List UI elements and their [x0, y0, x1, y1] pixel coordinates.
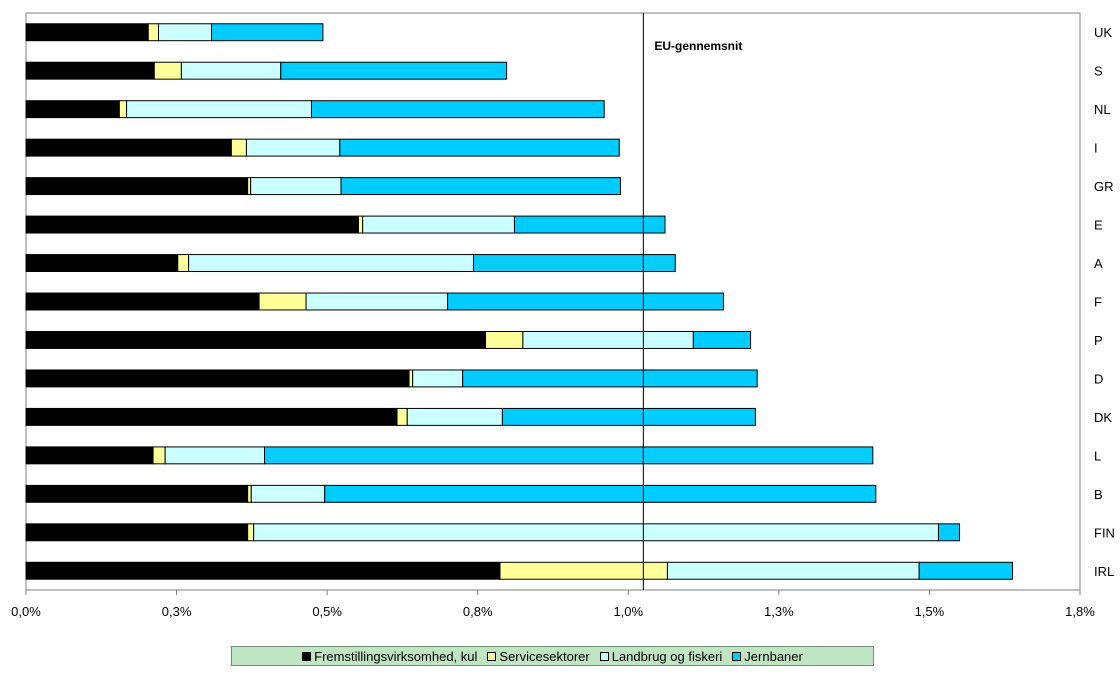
bar-i-series-3: [245, 138, 341, 157]
bar-f-series-4: [447, 292, 724, 311]
x-tick-label: 0,0%: [11, 604, 41, 619]
bar-fin-series-4: [937, 523, 961, 542]
x-tick-label: 0,3%: [162, 604, 192, 619]
category-label-b: B: [1094, 487, 1103, 502]
bar-a-series-1: [25, 254, 179, 272]
bar-irl-series-4: [918, 561, 1014, 580]
bar-p-series-3: [522, 331, 694, 349]
eu-average-label: EU-gennemsnit: [654, 39, 742, 53]
x-tick-label: 1,5%: [915, 604, 945, 619]
bar-irl-series-1: [25, 561, 501, 580]
legend-label-1: Fremstillingsvirksomhed, kul: [314, 648, 478, 664]
bar-dk-series-1: [25, 407, 398, 426]
bar-a-series-3: [188, 254, 474, 272]
bar-e-series-2: [357, 215, 364, 234]
category-label-nl: NL: [1094, 102, 1111, 117]
category-label-l: L: [1094, 448, 1101, 463]
bar-gr-series-4: [340, 177, 621, 196]
bar-l-series-1: [25, 446, 154, 465]
bar-p-series-1: [25, 331, 487, 349]
category-label-f: F: [1094, 295, 1102, 310]
bar-gr-series-3: [250, 177, 342, 196]
bar-uk-series-2: [147, 23, 160, 42]
category-label-dk: DK: [1094, 410, 1112, 425]
bar-l-series-2: [152, 446, 166, 465]
bar-uk-series-4: [211, 23, 324, 42]
bar-s-series-2: [153, 61, 182, 80]
bar-i-series-2: [230, 138, 247, 157]
x-tick-label: 1,8%: [1065, 604, 1095, 619]
bar-b-series-3: [250, 484, 326, 503]
category-label-uk: UK: [1094, 25, 1112, 40]
bar-b-series-2: [247, 484, 252, 503]
category-label-fin: FIN: [1094, 525, 1115, 540]
bar-uk-series-1: [25, 23, 149, 42]
category-label-i: I: [1094, 141, 1098, 156]
legend-label-3: Landbrug og fiskeri: [611, 648, 723, 664]
bar-l-series-3: [164, 446, 266, 465]
bar-d-series-1: [25, 369, 410, 388]
bar-nl-series-1: [25, 100, 120, 119]
bar-s-series-1: [25, 61, 155, 80]
legend-item-1: Fremstillingsvirksomhed, kul: [302, 649, 477, 664]
category-label-s: S: [1094, 64, 1103, 79]
bar-uk-series-3: [158, 23, 213, 42]
bar-fin-series-1: [25, 523, 249, 542]
legend-item-3: Landbrug og fiskeri: [599, 648, 723, 664]
bar-dk-series-3: [406, 407, 503, 426]
legend-swatch-3: [599, 651, 609, 661]
bar-d-series-4: [462, 369, 758, 388]
bar-nl-series-2: [118, 100, 128, 119]
bar-l-series-4: [264, 446, 874, 465]
bar-nl-series-3: [126, 100, 312, 119]
bar-i-series-1: [25, 138, 232, 157]
legend-label-2: Servicesektorer: [499, 648, 590, 664]
bar-nl-series-4: [310, 100, 605, 119]
bar-a-series-2: [177, 254, 190, 272]
category-label-gr: GR: [1094, 179, 1114, 194]
bar-b-series-4: [324, 484, 877, 503]
x-tick-label: 1,3%: [764, 604, 794, 619]
x-tick-label: 1,0%: [613, 604, 643, 619]
bar-fin-series-3: [253, 523, 939, 542]
category-label-a: A: [1094, 256, 1103, 271]
bar-e-series-4: [513, 215, 666, 234]
legend-swatch-2: [487, 651, 497, 661]
bar-p-series-2: [485, 331, 524, 349]
bar-s-series-3: [180, 61, 282, 80]
bar-s-series-4: [280, 61, 508, 80]
bar-b-series-1: [25, 484, 249, 503]
legend-swatch-1: [302, 651, 312, 661]
category-label-p: P: [1094, 333, 1103, 348]
category-label-irl: IRL: [1094, 564, 1114, 579]
bar-dk-series-4: [501, 407, 756, 426]
bar-irl-series-3: [666, 561, 920, 580]
bar-a-series-4: [472, 254, 676, 272]
bar-gr-series-1: [25, 177, 249, 196]
bar-dk-series-2: [396, 407, 408, 426]
bar-d-series-3: [412, 369, 464, 388]
bar-f-series-3: [305, 292, 449, 311]
bar-i-series-4: [339, 138, 620, 157]
legend-item-4: Jernbaner: [732, 649, 803, 664]
legend-item-2: Servicesektorer: [487, 648, 590, 664]
legend-label-4: Jernbaner: [744, 648, 803, 664]
bar-f-series-1: [25, 292, 260, 311]
category-label-d: D: [1094, 371, 1103, 386]
chart-legend: Fremstillingsvirksomhed, kul Servicesekt…: [231, 646, 874, 666]
bar-e-series-3: [362, 215, 515, 234]
bar-e-series-1: [25, 215, 359, 234]
bar-fin-series-2: [247, 523, 255, 542]
x-tick-label: 0,8%: [463, 604, 493, 619]
bar-f-series-2: [258, 292, 307, 311]
category-label-e: E: [1094, 218, 1103, 233]
bar-d-series-2: [408, 369, 414, 388]
bar-p-series-4: [692, 331, 752, 349]
bar-irl-series-2: [499, 561, 668, 580]
x-tick-label: 0,5%: [312, 604, 342, 619]
legend-swatch-4: [732, 651, 742, 661]
